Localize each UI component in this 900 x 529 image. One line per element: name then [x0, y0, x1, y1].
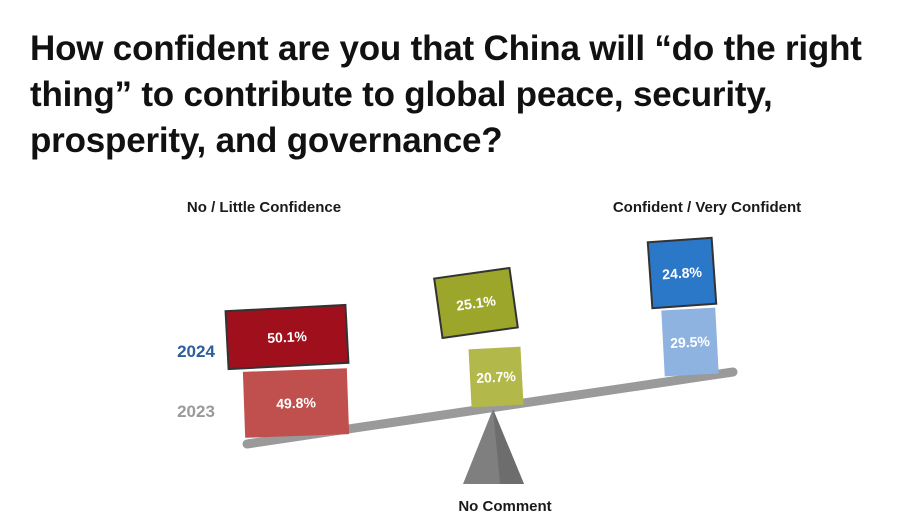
value-label-no-confidence-2023: 49.8% [276, 394, 317, 411]
value-label-confident-2023: 29.5% [670, 333, 711, 351]
category-label-no-comment: No Comment [458, 498, 551, 515]
box-no-comment-2023 [468, 346, 524, 408]
value-label-no-comment-2023: 20.7% [476, 368, 517, 386]
category-label-confident: Confident / Very Confident [613, 199, 801, 216]
box-no-comment-2024 [433, 266, 519, 340]
chart-title: How confident are you that China will “d… [30, 29, 862, 160]
box-no-confidence-2024 [224, 303, 350, 371]
value-label-no-confidence-2024: 50.1% [267, 328, 308, 346]
year-label-2024: 2024 [177, 342, 215, 361]
value-label-confident-2024: 24.8% [662, 264, 703, 283]
box-confident-2023 [661, 307, 719, 377]
box-confident-2024 [646, 236, 718, 310]
value-label-no-comment-2024: 25.1% [455, 292, 497, 313]
category-label-no-confidence: No / Little Confidence [187, 199, 341, 216]
seesaw-fulcrum-shade [493, 409, 524, 484]
box-no-confidence-2023 [242, 368, 350, 438]
year-label-2023: 2023 [177, 402, 215, 421]
